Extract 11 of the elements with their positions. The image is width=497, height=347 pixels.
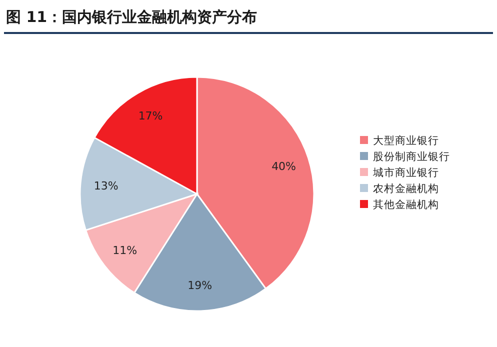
data-label: 17%: [138, 109, 163, 122]
chart-title: 图 11：国内银行业金融机构资产分布: [6, 8, 258, 26]
legend-label: 城市商业银行: [372, 166, 439, 179]
legend-label: 股份制商业银行: [373, 150, 450, 163]
legend-label: 其他金融机构: [373, 198, 439, 211]
legend-label: 大型商业银行: [373, 134, 439, 147]
data-label: 13%: [94, 179, 118, 192]
legend-label: 农村金融机构: [373, 182, 439, 195]
data-label: 11%: [112, 244, 138, 257]
data-label: 19%: [188, 279, 212, 292]
data-label: 40%: [272, 160, 296, 173]
